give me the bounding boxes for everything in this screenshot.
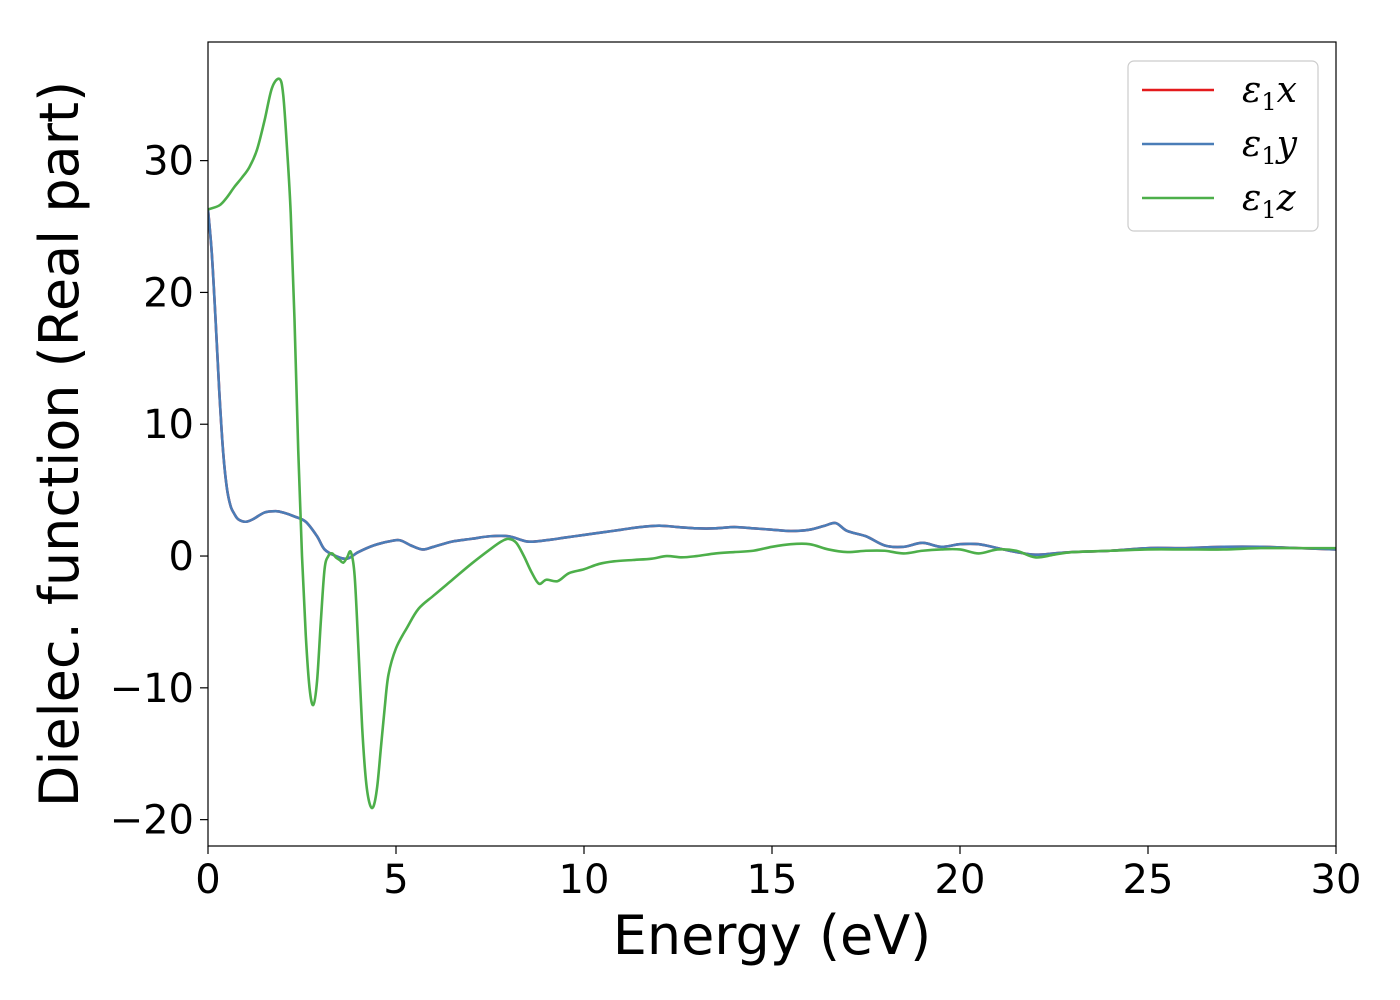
y-tick-label: 0	[169, 534, 194, 580]
legend: ε1x ε1y ε1z	[1127, 60, 1319, 232]
series-line-z	[208, 77, 1336, 810]
legend-label-y: ε1y	[1242, 124, 1298, 170]
x-tick-label: 30	[1311, 857, 1362, 903]
y-tick-label: 10	[143, 402, 194, 448]
x-tick-label: 0	[195, 857, 220, 903]
x-tick-label: 10	[559, 857, 610, 903]
y-tick-label: 30	[143, 139, 194, 185]
y-tick-label: 20	[143, 270, 194, 316]
series-layer	[208, 77, 1336, 810]
y-axis: −20 −10 0 10 20 30	[110, 139, 208, 844]
x-tick-label: 5	[383, 857, 408, 903]
x-axis-label: Energy (eV)	[613, 904, 932, 967]
x-axis: 0 5 10 15 20 25 30	[195, 846, 1361, 903]
y-axis-label: Dielec. function (Real part)	[28, 81, 91, 807]
series-line-x	[208, 209, 1336, 561]
legend-label-z: ε1z	[1242, 178, 1297, 224]
x-tick-label: 15	[747, 857, 798, 903]
x-tick-label: 25	[1123, 857, 1174, 903]
legend-label-x: ε1x	[1242, 70, 1297, 116]
y-tick-label: −20	[110, 798, 194, 844]
x-tick-label: 20	[935, 857, 986, 903]
series-line-y	[208, 209, 1336, 561]
y-tick-label: −10	[110, 666, 194, 712]
legend-box	[1127, 60, 1319, 232]
